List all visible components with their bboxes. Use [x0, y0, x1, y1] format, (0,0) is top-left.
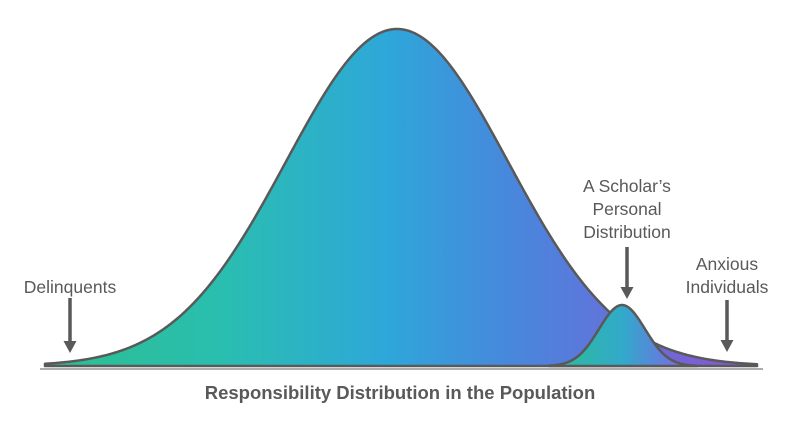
label-delinquents: Delinquents [24, 277, 117, 297]
arrow-scholar [620, 247, 634, 299]
anxious-label-line-1: Anxious [696, 254, 759, 274]
arrow-delinquents [63, 298, 77, 353]
annotation-arrows-layer [63, 247, 734, 353]
bell-curves-layer [43, 27, 759, 368]
chart-title: Responsibility Distribution in the Popul… [205, 382, 596, 403]
arrow-head [63, 341, 77, 353]
label-scholar-personal-distribution: A Scholar’s Personal Distribution [583, 176, 671, 242]
label-anxious-individuals: Anxious Individuals [686, 254, 769, 297]
delinquents-label: Delinquents [24, 277, 117, 297]
scholar-label-line-1: A Scholar’s [583, 176, 671, 196]
population-bell-curve [43, 27, 759, 368]
scholar-personal-bell-curve [547, 303, 699, 368]
arrow-head [620, 287, 634, 299]
scholar-label-line-3: Distribution [583, 222, 671, 242]
scholar-label-line-2: Personal [592, 199, 661, 219]
anxious-label-line-2: Individuals [686, 277, 769, 297]
arrow-head [720, 340, 734, 352]
arrow-anxious [720, 300, 734, 352]
